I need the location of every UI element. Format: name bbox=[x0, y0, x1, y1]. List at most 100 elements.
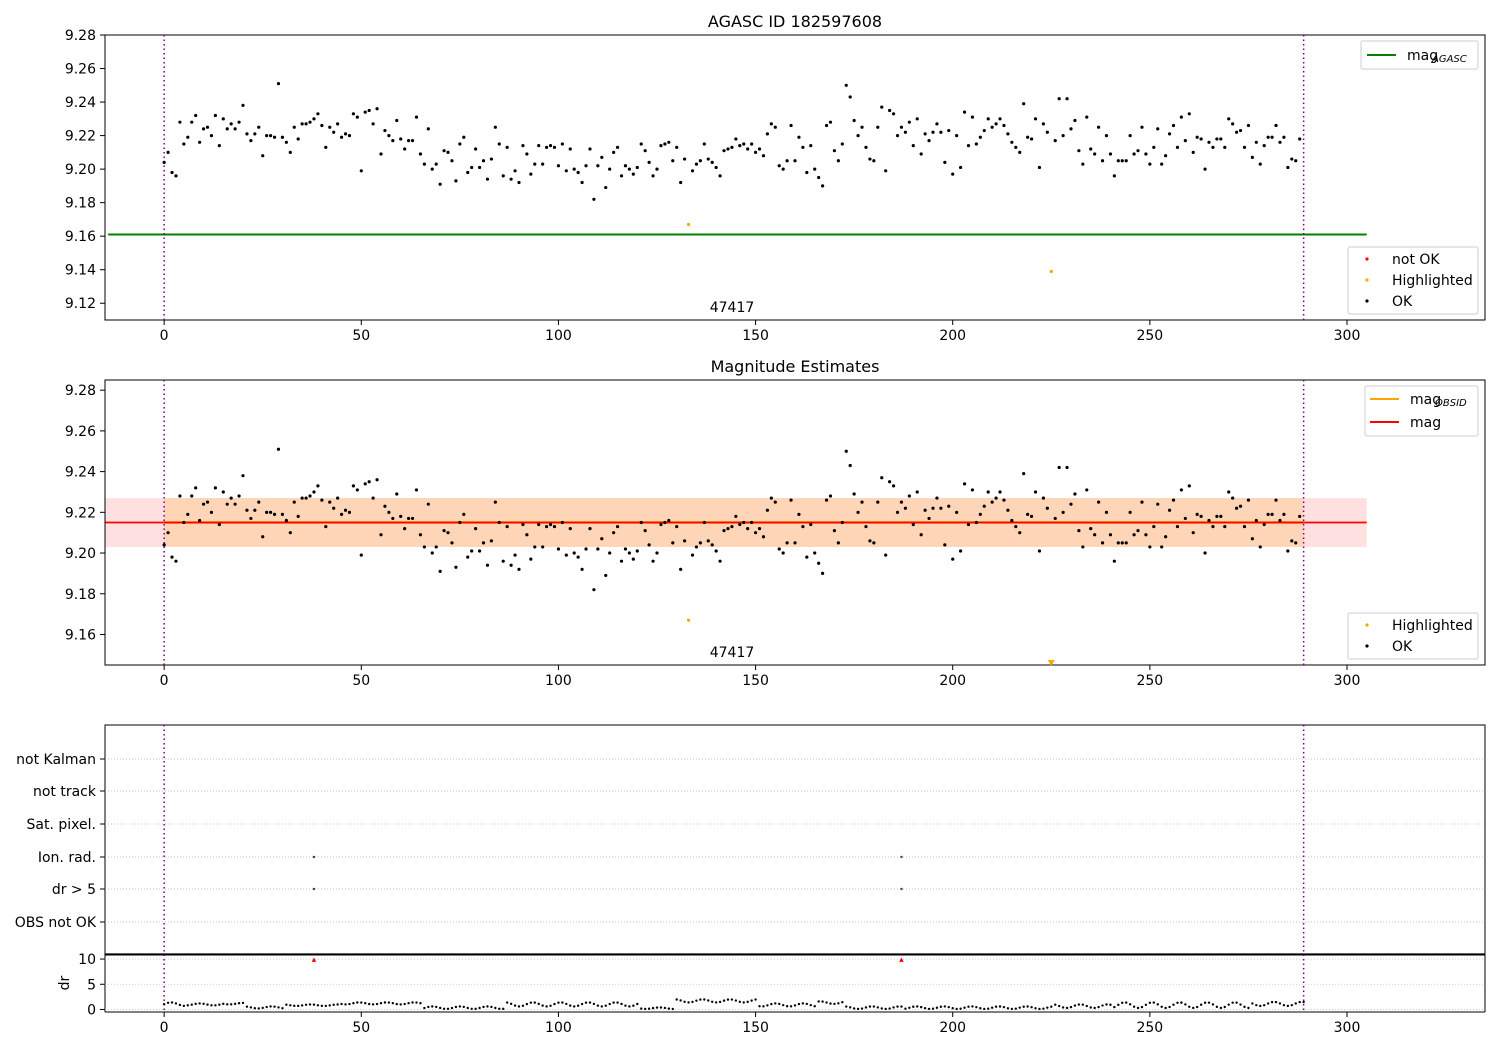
ok-point bbox=[1250, 537, 1254, 541]
x-tick-label: 300 bbox=[1334, 328, 1361, 344]
ok-point bbox=[600, 155, 604, 159]
dr-point bbox=[360, 1001, 363, 1004]
dr-point bbox=[533, 1001, 536, 1004]
ok-point bbox=[1112, 559, 1116, 563]
ok-point bbox=[328, 500, 332, 504]
dr-point bbox=[1203, 1001, 1207, 1004]
ok-point bbox=[221, 490, 225, 494]
ok-point bbox=[671, 159, 675, 163]
dr-point bbox=[1010, 1007, 1014, 1011]
ok-point bbox=[474, 147, 478, 151]
dr-point bbox=[655, 1006, 659, 1009]
ok-point bbox=[166, 150, 170, 154]
ok-point bbox=[194, 113, 198, 118]
ok-point bbox=[296, 137, 300, 141]
ok-point bbox=[1183, 139, 1187, 143]
dr-point bbox=[781, 1003, 785, 1007]
ok-point bbox=[891, 112, 896, 116]
dr-point bbox=[1251, 1002, 1254, 1005]
ok-point bbox=[935, 122, 939, 126]
ok-point bbox=[1120, 159, 1124, 163]
ok-point bbox=[608, 167, 612, 171]
ok-point bbox=[434, 162, 438, 166]
ok-point bbox=[947, 504, 951, 508]
ok-point bbox=[773, 500, 777, 504]
dr-point bbox=[884, 1007, 887, 1011]
dr-point bbox=[190, 1003, 193, 1006]
ok-point bbox=[714, 549, 718, 553]
ok-point bbox=[190, 494, 194, 498]
ok-point bbox=[1065, 465, 1069, 470]
ok-point bbox=[836, 541, 840, 545]
ok-point bbox=[797, 135, 801, 139]
ok-point bbox=[241, 474, 245, 478]
ok-point bbox=[316, 112, 320, 116]
ok-point bbox=[836, 159, 840, 163]
ok-point bbox=[1144, 152, 1148, 156]
ok-point bbox=[884, 553, 888, 557]
dr-point bbox=[1069, 1005, 1073, 1009]
dr-point bbox=[403, 1002, 406, 1006]
dr-point bbox=[904, 1007, 907, 1010]
ok-point bbox=[466, 170, 470, 175]
dr-point bbox=[923, 1007, 927, 1010]
dr-point bbox=[955, 1007, 958, 1011]
dr-point bbox=[1026, 1005, 1029, 1008]
dr-point bbox=[253, 1007, 257, 1010]
dr-point bbox=[202, 1002, 205, 1005]
highlighted-point bbox=[1049, 269, 1053, 273]
ok-point bbox=[383, 128, 387, 133]
ok-point bbox=[1274, 498, 1278, 502]
ok-point bbox=[797, 512, 801, 516]
ok-point bbox=[284, 140, 288, 144]
dr-point bbox=[860, 1007, 864, 1010]
ok-point bbox=[888, 108, 892, 113]
mid-panel-title: Magnitude Estimates bbox=[711, 357, 880, 376]
dr-point bbox=[856, 1007, 860, 1011]
dr-point bbox=[1152, 1001, 1156, 1004]
dr-point bbox=[785, 1005, 789, 1008]
x-tick-label: 250 bbox=[1136, 328, 1163, 344]
ok-point bbox=[339, 512, 344, 516]
dr-point bbox=[1188, 1005, 1191, 1009]
ok-point bbox=[1029, 514, 1034, 518]
ok-point bbox=[1065, 97, 1069, 101]
ok-point bbox=[1100, 159, 1105, 163]
ok-point bbox=[257, 125, 261, 129]
dr-point bbox=[474, 1007, 477, 1011]
ok-point bbox=[1124, 159, 1128, 163]
dr-point bbox=[699, 998, 702, 1001]
ok-point bbox=[190, 120, 194, 124]
ok-point bbox=[706, 157, 710, 161]
ok-point bbox=[635, 549, 639, 553]
mid-legend-ok-label: OK bbox=[1392, 639, 1413, 655]
ok-point bbox=[931, 130, 935, 134]
ok-point bbox=[399, 137, 403, 141]
ok-point bbox=[1156, 502, 1160, 506]
ok-point bbox=[446, 531, 450, 535]
ok-point bbox=[1128, 510, 1132, 514]
ok-point bbox=[619, 559, 624, 563]
dr-point bbox=[1180, 1001, 1183, 1004]
ok-point bbox=[1041, 496, 1045, 500]
dr-point bbox=[478, 1006, 481, 1010]
ok-point bbox=[186, 512, 190, 516]
ok-point bbox=[765, 132, 770, 136]
ok-point bbox=[481, 541, 486, 545]
dr-point bbox=[833, 1002, 836, 1006]
ok-point bbox=[430, 167, 434, 171]
ok-point bbox=[552, 524, 557, 529]
flag-row-label: not Kalman bbox=[16, 752, 96, 768]
ok-point bbox=[1219, 137, 1223, 141]
ok-point bbox=[269, 133, 273, 138]
ok-point bbox=[962, 110, 967, 114]
ok-point bbox=[939, 130, 943, 134]
ok-point bbox=[233, 127, 237, 131]
ok-point bbox=[1164, 535, 1168, 539]
ok-point bbox=[702, 142, 706, 146]
ok-point bbox=[407, 516, 411, 521]
ok-point bbox=[162, 160, 166, 165]
dr-point bbox=[880, 1007, 883, 1010]
ok-point bbox=[627, 551, 632, 555]
ok-point bbox=[923, 508, 927, 512]
